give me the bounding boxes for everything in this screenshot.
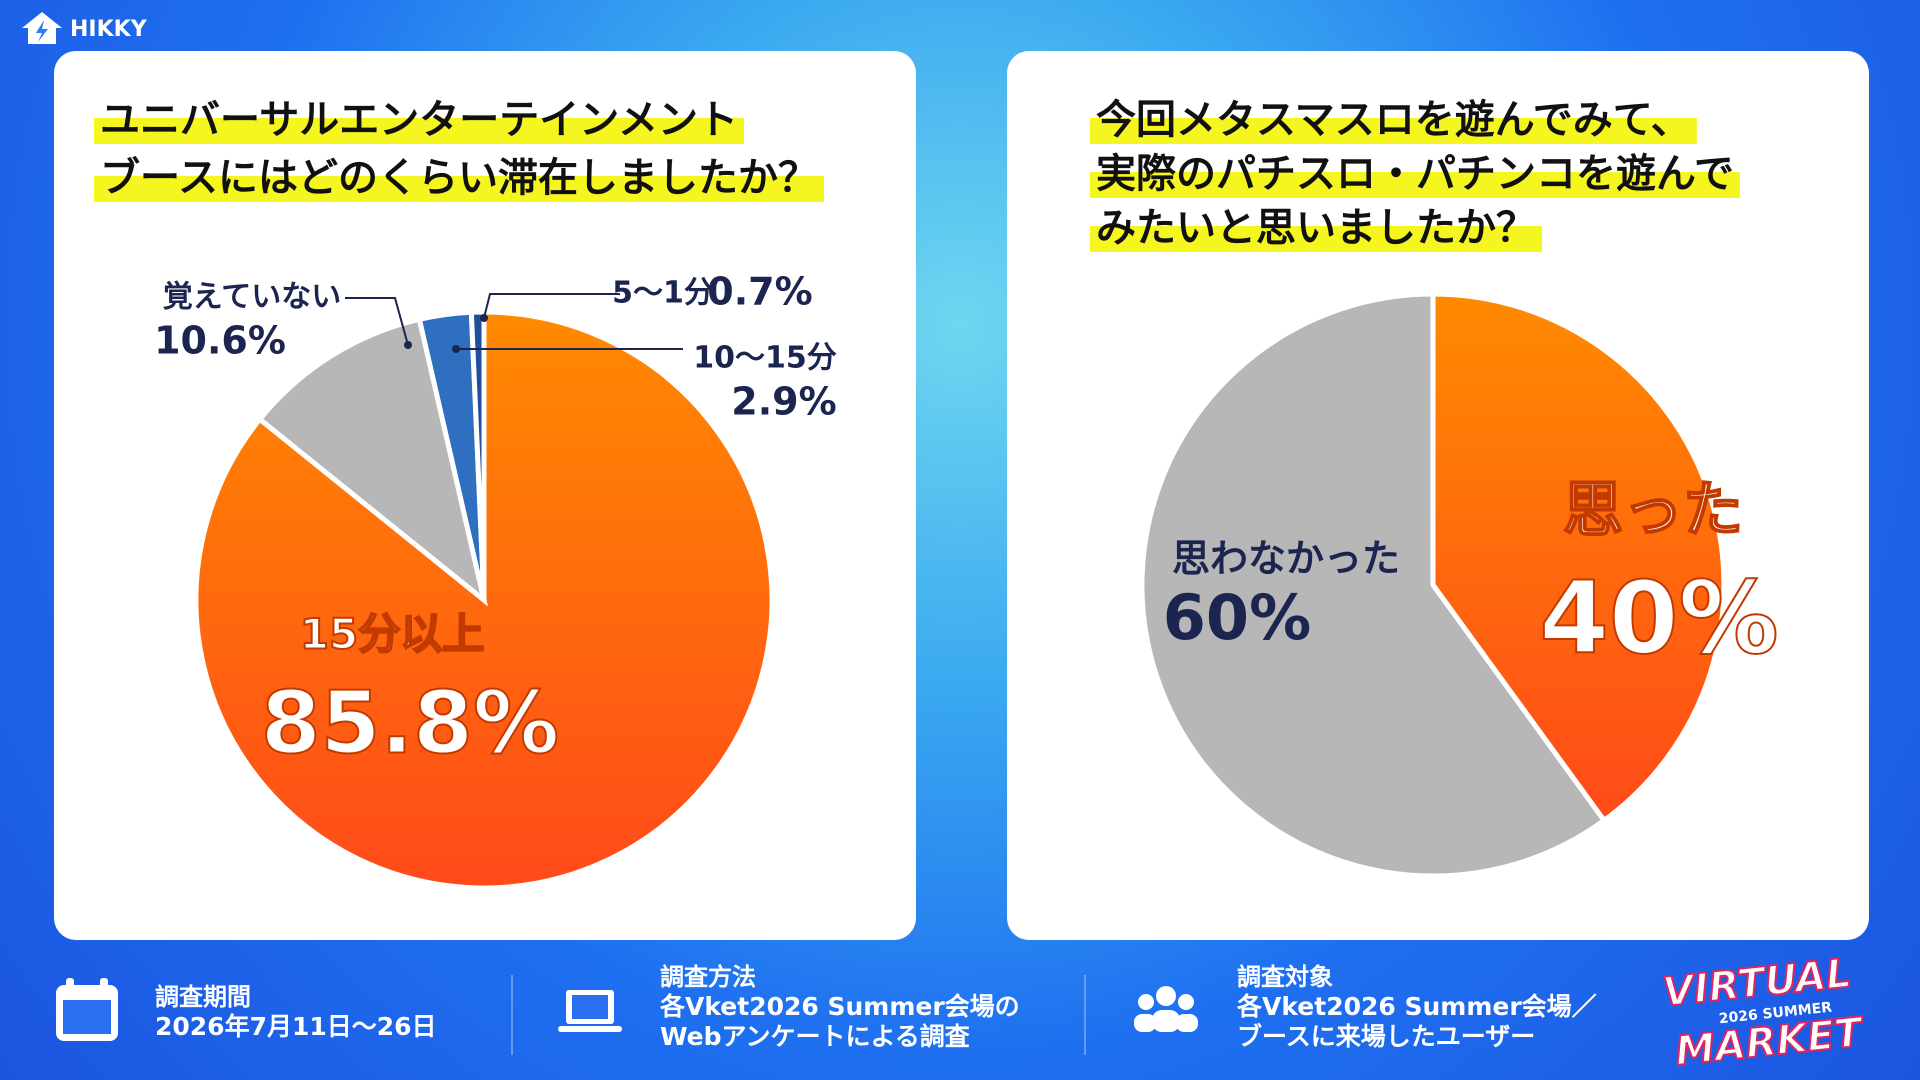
value-label: 0.7% — [707, 270, 812, 314]
pie-slice — [468, 309, 487, 601]
leader-dot — [452, 345, 460, 353]
footer-heading: 調査方法 — [660, 963, 756, 991]
footer-text: 各Vket2026 Summer会場／ — [1236, 992, 1597, 1021]
chart-title: 今回メタスマスロを遊んでみて、 — [1096, 97, 1691, 143]
event-logo: VIRTUAL 2026 SUMMER MARKET — [1660, 949, 1868, 1076]
title-highlight — [94, 176, 824, 202]
title-highlight — [1090, 226, 1542, 252]
chart-title: みたいと思いましたか？ — [1096, 205, 1536, 251]
slice-label: 思った — [1563, 476, 1743, 546]
leader-dot — [404, 341, 412, 349]
logo-text: HIKKY — [70, 17, 148, 42]
slice-label: 5〜1分 — [612, 276, 714, 311]
value-label: 10.6% — [154, 319, 286, 363]
leader-dot — [480, 314, 488, 322]
slice-label: 覚えていない — [163, 280, 342, 315]
chart-title: ブースにはどのくらい滞在しましたか？ — [100, 155, 818, 201]
hikky-logo: HIKKY — [22, 12, 148, 44]
title-highlight — [94, 118, 744, 144]
footer-heading: 調査期間 — [155, 983, 251, 1011]
slice-label: 10〜15分 — [693, 341, 837, 376]
footer-text: ブースに来場したユーザー — [1237, 1022, 1535, 1051]
calendar-icon — [56, 978, 118, 1041]
value-label: 40% — [1539, 559, 1778, 676]
pie-slice — [1430, 291, 1727, 824]
footer-text: 2026年7月11日〜26日 — [155, 1012, 437, 1041]
value-label: 85.8% — [261, 673, 559, 773]
chart-title: ユニバーサルエンターテインメント — [100, 97, 738, 143]
pie-slice — [256, 316, 489, 607]
value-label: 2.9% — [731, 380, 836, 424]
event-logo-text: MARKET — [1673, 1009, 1867, 1075]
footer-text: Webアンケートによる調査 — [660, 1022, 970, 1051]
slice-label: 15分以上 — [300, 610, 484, 659]
slice-label: 思わなかった — [1172, 537, 1400, 581]
footer-heading: 調査対象 — [1237, 963, 1333, 991]
title-highlight — [1090, 118, 1697, 144]
title-highlight — [1090, 172, 1740, 198]
laptop-icon — [558, 990, 622, 1032]
value-label: 60% — [1163, 581, 1311, 654]
leader-line — [483, 293, 620, 319]
users-icon — [1134, 986, 1198, 1032]
chart-title: 実際のパチスロ・パチンコを遊んで — [1096, 151, 1734, 197]
pie-slice — [1139, 291, 1608, 879]
footer-text: 各Vket2026 Summer会場の — [659, 992, 1020, 1021]
leader-line — [345, 297, 409, 346]
